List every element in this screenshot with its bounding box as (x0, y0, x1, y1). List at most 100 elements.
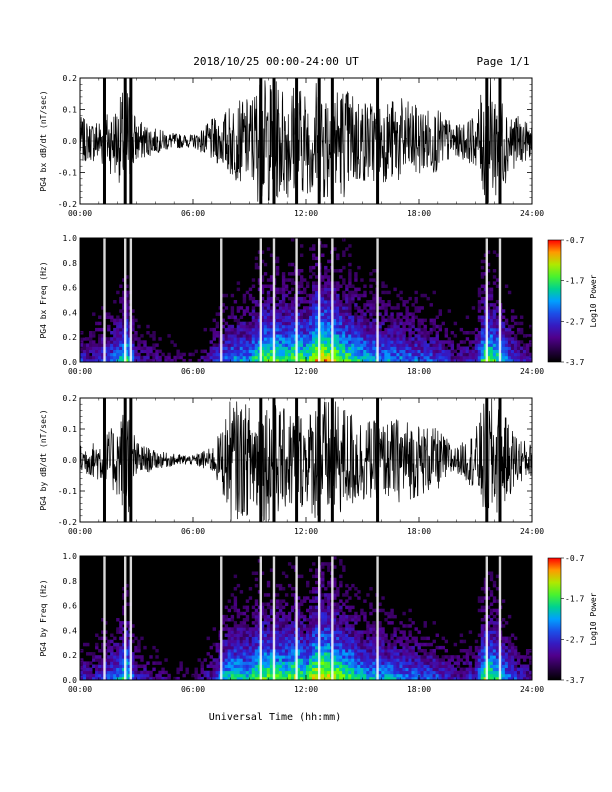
spectrogram-cell (306, 293, 310, 298)
spectrogram-cell (299, 346, 304, 350)
spectrogram-cell (309, 633, 313, 637)
spectrogram-cell (384, 670, 388, 675)
spectrogram-cell (296, 614, 301, 619)
spectrogram-cell (414, 664, 418, 668)
spectrogram-cell (399, 355, 403, 360)
spectrogram-cell (251, 673, 256, 678)
spectrogram-cell (438, 645, 442, 650)
spectrogram-cell (372, 293, 376, 298)
spectrogram-cell (378, 633, 382, 637)
spectrogram-cell (158, 661, 162, 665)
spectrogram-cell (357, 358, 361, 363)
spectrogram-cell (257, 618, 262, 622)
spectrogram-cell (468, 340, 473, 344)
spectrogram-cell (492, 642, 497, 647)
spectrogram-cell (366, 624, 370, 628)
spectrogram-cell (336, 636, 340, 641)
spectrogram-cell (366, 321, 370, 326)
spectrogram-cell (456, 664, 461, 668)
spectrogram-cell (260, 287, 265, 292)
spectrogram-cell (312, 636, 316, 641)
spectrogram-cell (113, 349, 117, 354)
spectrogram-cell (116, 355, 120, 360)
spectrogram-cell (480, 358, 485, 363)
spectrogram-cell (290, 318, 295, 323)
spectrogram-cell (215, 667, 220, 672)
spectrogram-cell (363, 343, 367, 347)
spectrogram-cell (399, 652, 403, 656)
spectrogram-cell (324, 614, 328, 619)
spectrogram-cell (233, 670, 238, 675)
spectrogram-cell (333, 281, 337, 285)
spectrogram-cell (122, 349, 126, 354)
spectrogram-cell (212, 355, 216, 360)
spectrogram-cell (402, 334, 406, 338)
spectrogram-cell (342, 303, 346, 307)
spectrogram-cell (266, 321, 271, 326)
spectrogram-cell (462, 655, 467, 659)
spectrogram-cell (429, 303, 433, 307)
spectrogram-cell (399, 334, 403, 338)
spectrogram-cell (89, 343, 93, 347)
spectrogram-cell (351, 296, 355, 301)
spectrogram-cell (263, 661, 268, 665)
spectrogram-cell (342, 630, 346, 634)
spectrogram-cell (287, 655, 292, 659)
spectrogram-cell (384, 618, 388, 622)
spectrogram-cell (299, 300, 304, 304)
spectrogram-cell (299, 636, 304, 641)
spectrogram-cell (227, 673, 232, 678)
spectrogram-cell (399, 673, 403, 678)
spectrogram-cell (333, 658, 337, 662)
spectrogram-cell (369, 645, 373, 650)
spectrogram-cell (215, 331, 220, 335)
spectrogram-cell (342, 652, 346, 656)
spectrogram-cell (230, 331, 235, 335)
spectrogram-cell (131, 321, 135, 326)
spectrogram-cell (309, 265, 313, 270)
spectrogram-cell (236, 645, 241, 650)
spectrogram-cell (363, 664, 367, 668)
spectrogram-cell (369, 605, 373, 610)
spectrogram-cell (468, 355, 473, 360)
spectrogram-cell (122, 334, 126, 338)
spectrogram-cell (263, 593, 268, 597)
spectrogram-cell (378, 661, 382, 665)
spectrogram-cell (269, 306, 274, 310)
spectrogram-cell (357, 676, 361, 681)
spectrogram-cell (296, 670, 301, 675)
spectrogram-cell (387, 358, 391, 363)
spectrogram-cell (420, 346, 424, 350)
spectrogram-cell (462, 346, 467, 350)
spectrogram-cell (269, 327, 274, 332)
spectrogram-cell (134, 655, 138, 659)
spectrogram-cell (390, 327, 394, 332)
spectrogram-cell (459, 358, 464, 363)
spectrogram-cell (384, 355, 388, 360)
spectrogram-cell (321, 670, 325, 675)
spectrogram-cell (236, 340, 241, 344)
spectrogram-cell (266, 580, 271, 585)
spectrogram-cell (321, 334, 325, 338)
spectrogram-cell (348, 327, 352, 332)
spectrogram-cell (233, 349, 238, 354)
spectrogram-cell (312, 312, 316, 316)
spectrogram-cell (233, 621, 238, 625)
spectrogram-cell (269, 340, 274, 344)
spectrogram-cell (489, 633, 494, 637)
spectrogram-cell (504, 334, 509, 338)
spectrogram-cell (444, 355, 449, 360)
spectrogram-cell (339, 627, 343, 631)
spectrogram-cell (239, 346, 244, 350)
spectrogram-cell (134, 334, 138, 338)
spectrogram-cell (387, 318, 391, 323)
spectrogram-cell (462, 358, 467, 363)
spectrogram-cell (345, 321, 349, 326)
spectrogram-cell (492, 639, 497, 644)
spectrogram-cell (143, 358, 147, 363)
spectrogram-cell (306, 636, 310, 641)
spectrogram-cell (299, 642, 304, 647)
spectrogram-cell (447, 667, 452, 672)
spectrogram-cell (327, 284, 331, 288)
